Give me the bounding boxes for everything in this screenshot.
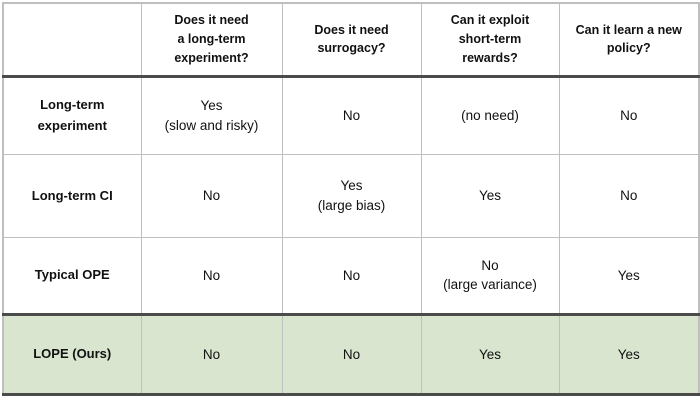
header-cell-short-term-rewards: Can it exploit short-term rewards?	[420, 2, 560, 78]
cell-note: (large variance)	[443, 277, 537, 293]
header-cell-long-term-experiment: Does it need a long-term experiment?	[140, 2, 283, 78]
cell-value: No	[620, 107, 638, 123]
table-cell: No	[281, 236, 422, 315]
table-row-lope-ours: LOPE (Ours) No No Yes Yes	[2, 312, 700, 397]
cell-note: (large bias)	[317, 197, 386, 213]
cell-value: No	[342, 346, 361, 362]
cell-value: Yes	[478, 187, 502, 203]
cell-value: No	[202, 346, 221, 362]
row-label: Long-term experiment	[2, 75, 142, 155]
table-row-typical-ope: Typical OPE No No No (large variance) Ye…	[2, 236, 700, 315]
cell-value: No	[481, 257, 499, 273]
row-label: LOPE (Ours)	[2, 312, 142, 397]
table-cell: No	[140, 153, 283, 238]
cell-value: Yes	[617, 346, 640, 362]
cell-value: No	[202, 187, 221, 203]
cell-value: Yes	[340, 178, 363, 194]
cell-value: No	[342, 107, 361, 123]
cell-value: No	[620, 187, 638, 203]
cell-value: No	[202, 267, 221, 283]
cell-value: Yes	[617, 267, 640, 283]
header-row: Does it need a long-term experiment? Doe…	[2, 2, 700, 78]
corner-cell	[2, 2, 142, 78]
table-row-long-term-experiment: Long-term experiment Yes (slow and risky…	[2, 75, 700, 155]
table-cell: No (large variance)	[420, 236, 560, 315]
header-cell-surrogacy: Does it need surrogacy?	[281, 2, 422, 78]
table-cell: No	[281, 312, 422, 397]
cell-value: No	[342, 267, 361, 283]
table-cell: Yes	[558, 312, 700, 397]
table-cell: No	[558, 75, 700, 155]
cell-value: (no need)	[461, 107, 519, 123]
table-cell: No	[140, 236, 283, 315]
table-cell: Yes (slow and risky)	[140, 75, 283, 155]
cell-value: Yes	[200, 97, 223, 113]
cell-value: Yes	[478, 346, 502, 362]
row-label: Long-term CI	[2, 153, 142, 238]
table-cell: (no need)	[420, 75, 560, 155]
table-cell: Yes (large bias)	[281, 153, 422, 238]
table-cell: No	[140, 312, 283, 397]
header-cell-learn-new-policy: Can it learn a new policy?	[558, 2, 700, 78]
table-row-long-term-ci: Long-term CI No Yes (large bias) Yes No	[2, 153, 700, 238]
cell-note: (slow and risky)	[164, 117, 259, 133]
table-cell: Yes	[558, 236, 700, 315]
table-cell: Yes	[420, 153, 560, 238]
table-cell: Yes	[420, 312, 560, 397]
row-label: Typical OPE	[2, 236, 142, 315]
table-cell: No	[281, 75, 422, 155]
table-cell: No	[558, 153, 700, 238]
